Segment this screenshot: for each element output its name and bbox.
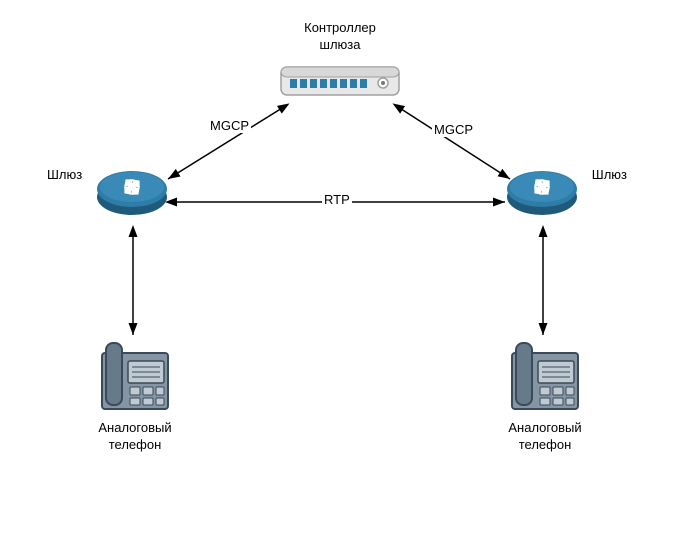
gateway-left-label: Шлюз xyxy=(47,167,82,182)
gateway-left-node: Шлюз xyxy=(95,165,169,219)
phone-left-label: Аналоговый телефон xyxy=(98,420,171,454)
phone-right-node: Аналоговый телефон xyxy=(505,335,585,454)
phone-right-label: Аналоговый телефон xyxy=(508,420,581,454)
controller-node: Контроллер шлюза xyxy=(275,20,405,101)
gateway-right-label: Шлюз xyxy=(592,167,627,182)
phone-icon xyxy=(96,335,174,415)
edge-label-mgcp-left: MGCP xyxy=(208,118,251,133)
gateway-right-node: Шлюз xyxy=(505,165,579,219)
edge-label-mgcp-right: MGCP xyxy=(432,122,475,137)
switch-icon xyxy=(280,59,400,101)
phone-icon xyxy=(506,335,584,415)
router-icon xyxy=(95,165,169,219)
router-icon xyxy=(505,165,579,219)
phone-left-node: Аналоговый телефон xyxy=(95,335,175,454)
edge-label-rtp: RTP xyxy=(322,192,352,207)
controller-label: Контроллер шлюза xyxy=(304,20,376,54)
